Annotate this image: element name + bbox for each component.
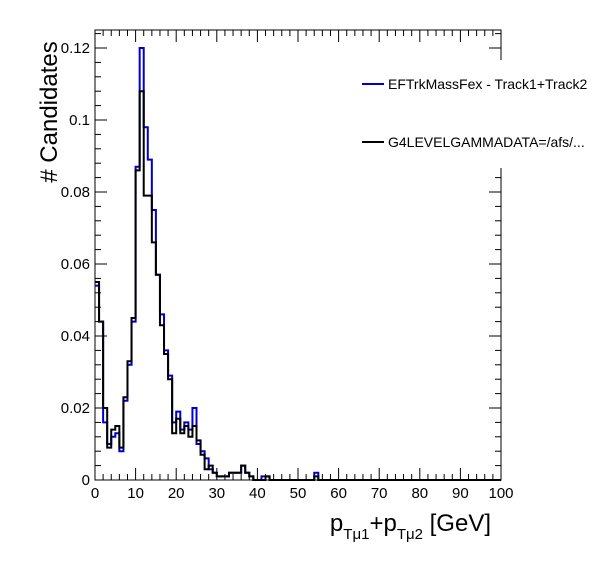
x-axis-title-p1: p [330, 510, 343, 537]
x-tick-label: 100 [488, 485, 513, 502]
x-axis-title-plus: + [369, 510, 383, 537]
y-tick-label: 0.08 [61, 184, 90, 201]
x-tick-label: 50 [290, 485, 307, 502]
x-axis-title-p2: p [383, 510, 396, 537]
x-tick-label: 20 [168, 485, 185, 502]
y-axis-title: # Candidates [36, 41, 63, 182]
x-tick-label: 0 [91, 485, 99, 502]
y-tick-label: 0.06 [61, 256, 90, 273]
legend: EFTrkMassFex - Track1+Track2 G4LEVELGAMM… [357, 60, 596, 168]
x-tick-label: 30 [208, 485, 225, 502]
y-tick-label: 0.04 [61, 328, 90, 345]
y-tick-label: 0.12 [61, 40, 90, 57]
y-tick-label: 0.02 [61, 400, 90, 417]
legend-label-series-2: G4LEVELGAMMADATA=/afs/... [388, 134, 585, 150]
series-2-histogram [95, 90, 501, 481]
x-tick-label: 80 [411, 485, 428, 502]
y-tick-label: 0.1 [69, 112, 90, 129]
x-tick-label: 10 [127, 485, 144, 502]
x-axis-title-sub2: Tμ2 [397, 526, 423, 543]
legend-box [357, 60, 596, 168]
series-layer [95, 47, 501, 481]
x-tick-label: 90 [452, 485, 469, 502]
x-axis-title-sub1: Tμ1 [343, 526, 369, 543]
x-tick-label: 40 [249, 485, 266, 502]
y-tick-label: 0 [82, 472, 90, 489]
x-tick-label: 70 [371, 485, 388, 502]
x-axis-title-unit: [GeV] [423, 510, 491, 537]
x-axis-title: pTμ1+pTμ2 [GeV] [330, 510, 491, 543]
x-tick-label: 60 [330, 485, 347, 502]
legend-label-series-1: EFTrkMassFex - Track1+Track2 [388, 76, 587, 92]
